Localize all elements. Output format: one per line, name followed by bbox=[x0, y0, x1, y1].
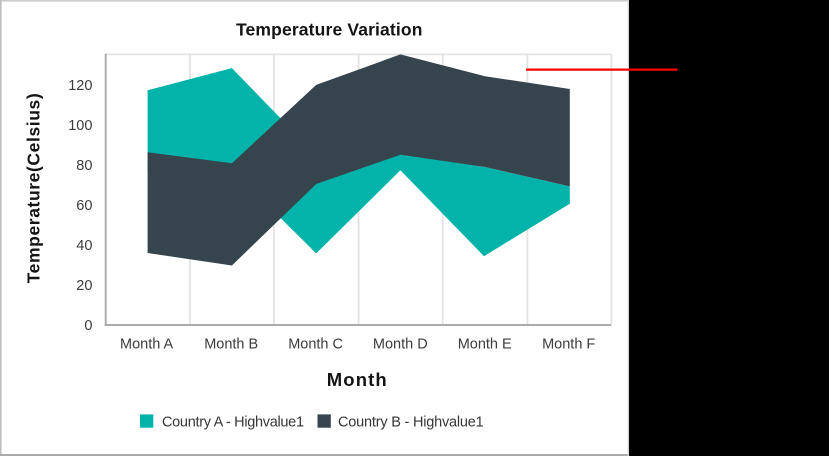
svg-text:Temperature Variation: Temperature Variation bbox=[236, 19, 423, 39]
svg-text:Country A - Highvalue1: Country A - Highvalue1 bbox=[162, 414, 304, 430]
svg-text:60: 60 bbox=[76, 198, 92, 214]
svg-text:Month D: Month D bbox=[373, 337, 428, 353]
svg-text:Month A: Month A bbox=[120, 337, 174, 353]
svg-text:Month C: Month C bbox=[288, 337, 343, 353]
svg-text:Month E: Month E bbox=[458, 337, 512, 353]
svg-text:Month F: Month F bbox=[542, 337, 595, 353]
svg-text:20: 20 bbox=[76, 278, 92, 294]
svg-text:Temperature(Celsius): Temperature(Celsius) bbox=[24, 93, 44, 284]
svg-text:120: 120 bbox=[68, 78, 92, 94]
svg-text:Country B - Highvalue1: Country B - Highvalue1 bbox=[338, 414, 484, 430]
svg-text:Month B: Month B bbox=[204, 337, 258, 353]
svg-text:Month: Month bbox=[327, 369, 388, 390]
svg-text:40: 40 bbox=[76, 238, 92, 254]
svg-text:80: 80 bbox=[76, 158, 92, 174]
svg-text:0: 0 bbox=[84, 318, 92, 334]
svg-text:100: 100 bbox=[68, 118, 92, 134]
